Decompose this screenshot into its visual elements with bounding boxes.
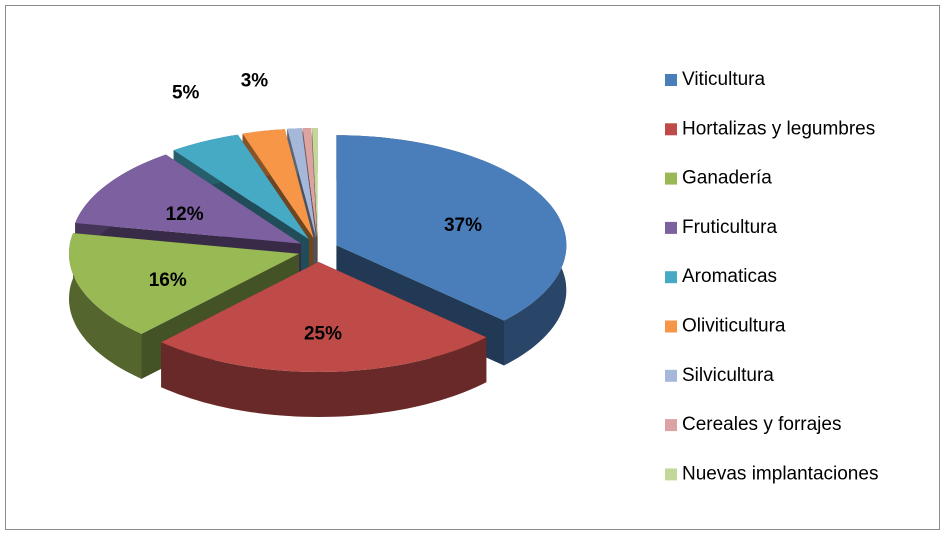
legend-swatch [665, 369, 677, 382]
legend-label: Viticultura [682, 69, 766, 90]
legend-label: Hortalizas y legumbres [682, 118, 875, 139]
slice [75, 154, 302, 244]
data-label: 3% [241, 71, 269, 92]
legend-swatch [665, 74, 677, 86]
slice-wall [161, 337, 487, 417]
data-label: 5% [172, 83, 200, 104]
legend-label: Nuevas implantaciones [682, 463, 878, 484]
data-label: 37% [444, 215, 482, 236]
legend-label: Ganadería [682, 168, 772, 189]
slice [69, 233, 299, 334]
legend-label: Silvicultura [682, 365, 774, 386]
legend-label: Cereales y forrajes [682, 414, 841, 435]
data-label: 25% [304, 324, 342, 345]
slice [312, 128, 318, 238]
slice [242, 129, 314, 239]
slice-wall [69, 233, 142, 379]
slice [161, 262, 487, 372]
slice [336, 135, 567, 321]
legend-swatch [665, 172, 677, 185]
legend-swatch [665, 271, 677, 284]
legend-swatch [665, 419, 677, 432]
legend-swatch [665, 468, 677, 481]
legend-label: Fruticultura [682, 217, 777, 238]
data-label: 16% [149, 270, 187, 291]
legend-swatch [665, 221, 677, 234]
slice [173, 134, 309, 240]
legend-label: Aromaticas [682, 266, 777, 287]
legend-swatch [665, 320, 677, 333]
data-label: 12% [166, 204, 204, 225]
legend-swatch [665, 123, 677, 136]
slice [302, 128, 318, 238]
legend-label: Oliviticultura [682, 316, 786, 337]
slice [287, 128, 317, 239]
